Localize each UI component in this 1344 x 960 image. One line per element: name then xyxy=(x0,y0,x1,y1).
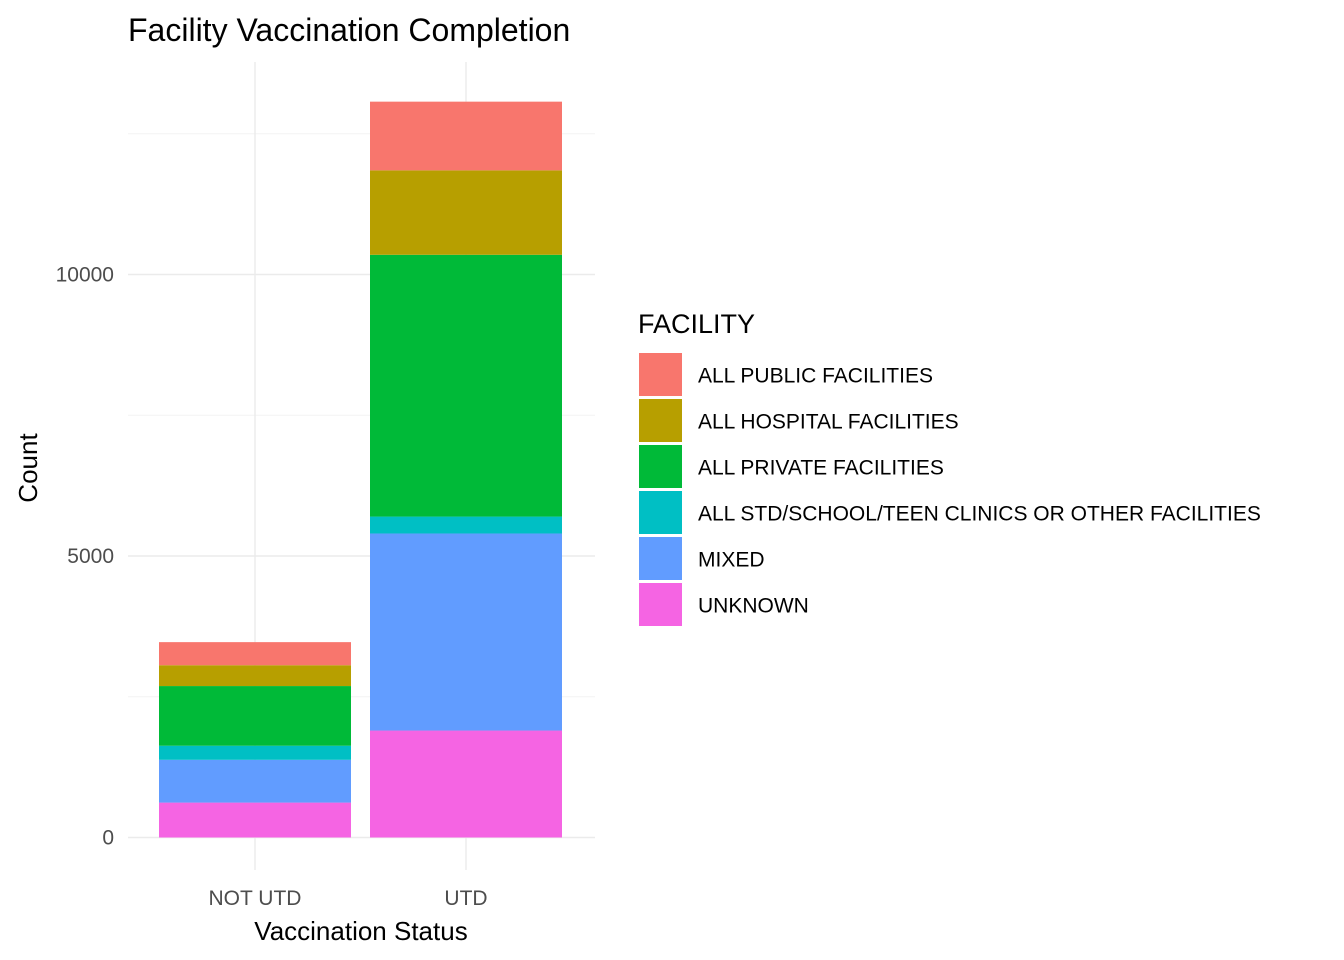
y-axis-ticks: 0 5000 10000 xyxy=(56,264,114,850)
x-tick-label: UTD xyxy=(444,887,487,910)
y-tick-label: 10000 xyxy=(56,264,114,287)
legend-key xyxy=(639,445,682,488)
legend-label: UNKNOWN xyxy=(698,595,809,618)
x-tick-label: NOT UTD xyxy=(209,887,302,910)
x-axis-ticks: NOT UTD UTD xyxy=(209,887,488,910)
bar-segment-utd-all-hospital-facilities xyxy=(370,170,562,255)
legend-key xyxy=(639,399,682,442)
legend-label: MIXED xyxy=(698,549,765,572)
x-axis-title: Vaccination Status xyxy=(254,916,467,946)
legend-key xyxy=(639,491,682,534)
bar-segment-utd-mixed xyxy=(370,533,562,731)
bar-segment-utd-all-private-facilities xyxy=(370,254,562,517)
legend-item: ALL PUBLIC FACILITIES xyxy=(639,353,933,396)
legend-label: ALL PRIVATE FACILITIES xyxy=(698,457,944,480)
legend-label: ALL HOSPITAL FACILITIES xyxy=(698,411,959,434)
legend-title: FACILITY xyxy=(638,309,755,339)
legend-item: MIXED xyxy=(639,537,765,580)
legend-key xyxy=(639,537,682,580)
bars xyxy=(159,101,562,838)
bar-segment-not-utd-all-std-school-teen-clinics-or-other-facilities xyxy=(159,745,351,760)
bar-segment-not-utd-all-private-facilities xyxy=(159,686,351,746)
legend: FACILITY ALL PUBLIC FACILITIES ALL HOSPIT… xyxy=(638,309,1261,626)
bar-segment-not-utd-unknown xyxy=(159,802,351,838)
bar-segment-not-utd-all-public-facilities xyxy=(159,642,351,666)
legend-key xyxy=(639,583,682,626)
legend-item: UNKNOWN xyxy=(639,583,809,626)
bar-segment-utd-unknown xyxy=(370,730,562,838)
legend-item: ALL PRIVATE FACILITIES xyxy=(639,445,944,488)
legend-key xyxy=(639,353,682,396)
bar-segment-utd-all-std-school-teen-clinics-or-other-facilities xyxy=(370,516,562,534)
legend-item: ALL HOSPITAL FACILITIES xyxy=(639,399,959,442)
legend-item: ALL STD/SCHOOL/TEEN CLINICS OR OTHER FAC… xyxy=(639,491,1261,534)
y-tick-label: 0 xyxy=(102,827,114,850)
y-axis-title: Count xyxy=(13,433,43,503)
legend-items: ALL PUBLIC FACILITIES ALL HOSPITAL FACILI… xyxy=(639,353,1261,626)
bar-segment-not-utd-all-hospital-facilities xyxy=(159,665,351,687)
legend-label: ALL PUBLIC FACILITIES xyxy=(698,365,933,388)
legend-label: ALL STD/SCHOOL/TEEN CLINICS OR OTHER FAC… xyxy=(698,503,1261,526)
bar-segment-not-utd-mixed xyxy=(159,759,351,803)
bar-segment-utd-all-public-facilities xyxy=(370,101,562,171)
y-tick-label: 5000 xyxy=(67,545,114,568)
chart-title: Facility Vaccination Completion xyxy=(128,12,570,48)
